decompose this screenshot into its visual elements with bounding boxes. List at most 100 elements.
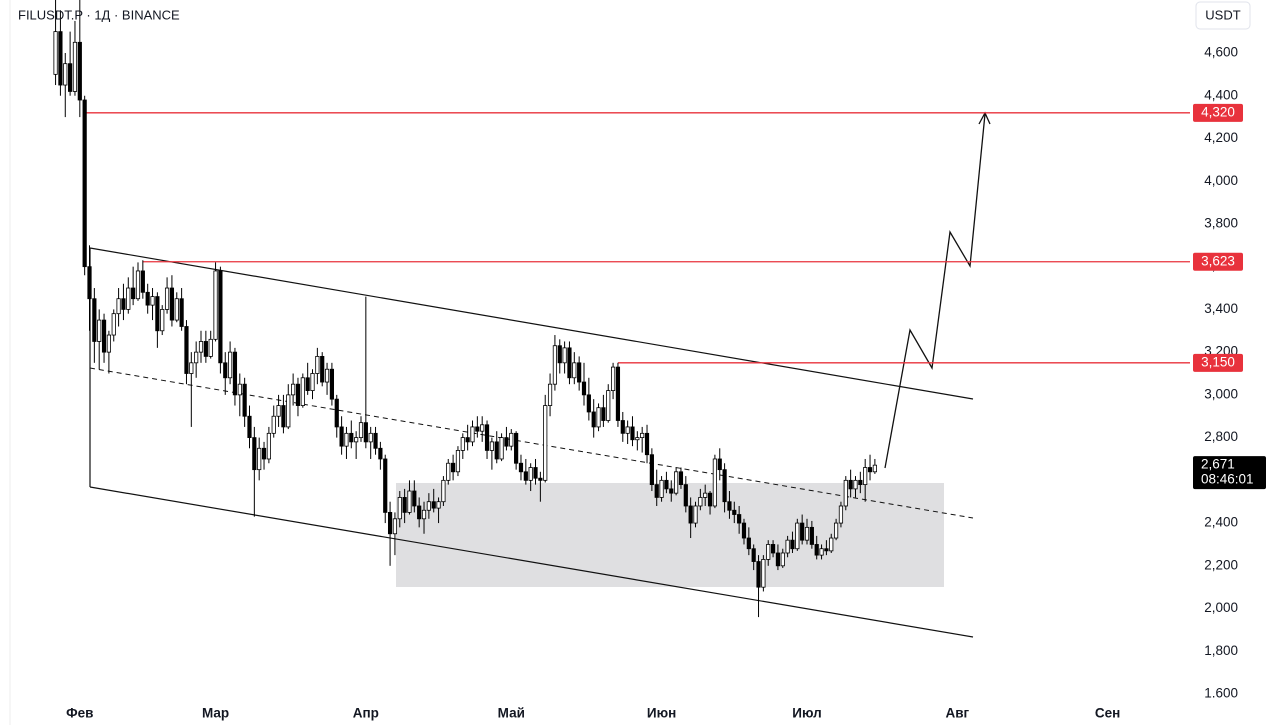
candle-body bbox=[286, 394, 291, 428]
candle-body bbox=[751, 548, 756, 562]
candle-body bbox=[315, 356, 320, 374]
y-tick-label: 3,000 bbox=[1204, 386, 1238, 401]
candle-body bbox=[746, 537, 751, 550]
candle-body bbox=[557, 345, 562, 364]
candle-body bbox=[397, 497, 402, 520]
candle-body bbox=[378, 447, 383, 460]
candle-body bbox=[198, 341, 204, 353]
candle-body bbox=[518, 462, 524, 473]
candle-body bbox=[867, 467, 873, 473]
candle-body bbox=[533, 467, 538, 479]
candle-body bbox=[402, 497, 407, 513]
candle-body bbox=[194, 351, 199, 364]
candle-body bbox=[126, 287, 131, 310]
candle-body bbox=[712, 458, 717, 507]
candle-body bbox=[484, 424, 490, 451]
candle-body bbox=[140, 270, 145, 293]
candle-body bbox=[824, 548, 829, 552]
x-tick-label: Сен bbox=[1095, 706, 1120, 721]
candle-body bbox=[58, 31, 63, 86]
candle-body bbox=[674, 471, 679, 494]
candle-body bbox=[368, 432, 373, 443]
candle-body bbox=[809, 526, 814, 545]
candle-body bbox=[97, 319, 102, 342]
candle-body bbox=[266, 432, 271, 460]
candle-body bbox=[164, 287, 170, 310]
candle-body bbox=[480, 424, 485, 432]
price-badge-label: 3,150 bbox=[1201, 354, 1235, 369]
candle-body bbox=[722, 469, 727, 503]
candle-body bbox=[179, 298, 184, 327]
x-tick-label: Май bbox=[498, 706, 525, 721]
candle-body bbox=[101, 319, 107, 353]
candle-body bbox=[834, 522, 839, 539]
currency-button[interactable] bbox=[1195, 1, 1251, 30]
candle-body bbox=[135, 270, 141, 300]
candle-body bbox=[363, 422, 368, 443]
candle-body bbox=[848, 479, 853, 490]
drawings bbox=[89, 111, 991, 638]
candle-body bbox=[586, 394, 591, 413]
candle-body bbox=[305, 377, 310, 391]
candle-body bbox=[470, 426, 475, 443]
candle-body bbox=[349, 432, 354, 443]
y-tick-label: 2,200 bbox=[1204, 557, 1238, 572]
candle-body bbox=[504, 437, 509, 447]
candle-body bbox=[291, 383, 296, 396]
candle-body bbox=[606, 390, 611, 421]
y-tick-label: 1,800 bbox=[1204, 643, 1238, 658]
candle-body bbox=[514, 432, 519, 464]
candle-body bbox=[441, 479, 446, 503]
candle-body bbox=[693, 505, 698, 524]
candle-body bbox=[489, 441, 494, 451]
candle-body bbox=[358, 422, 364, 439]
candle-body bbox=[155, 296, 160, 332]
candle-body bbox=[698, 497, 703, 507]
candle-body bbox=[446, 462, 451, 481]
candle-body bbox=[543, 405, 548, 481]
candle-body bbox=[741, 522, 747, 539]
candle-body bbox=[228, 351, 233, 379]
price-badge bbox=[1193, 103, 1243, 122]
candle-body bbox=[174, 298, 179, 321]
candle-body bbox=[737, 514, 742, 524]
countdown: 08:46:01 bbox=[1201, 472, 1254, 487]
x-tick-label: Июл bbox=[792, 706, 821, 721]
candle-body bbox=[271, 415, 276, 434]
candle-body bbox=[475, 426, 480, 432]
candle-body bbox=[872, 464, 877, 473]
candle-body bbox=[223, 362, 228, 379]
y-tick-label: 4,200 bbox=[1204, 130, 1238, 145]
candle-body bbox=[717, 458, 722, 471]
candle-body bbox=[843, 479, 848, 507]
currency-label[interactable]: USDT bbox=[1205, 7, 1240, 22]
candle-body bbox=[310, 373, 315, 391]
candle-body bbox=[373, 432, 378, 449]
candle-body bbox=[494, 441, 499, 460]
candle-body bbox=[169, 287, 175, 321]
candle-body bbox=[72, 41, 78, 92]
chart-title: FILUSDT.P · 1Д · BINANCE bbox=[18, 7, 180, 22]
candle-body bbox=[455, 450, 461, 473]
candle-body bbox=[732, 509, 737, 515]
forecast-path bbox=[884, 113, 986, 469]
candle-body bbox=[320, 356, 325, 383]
candle-body bbox=[116, 298, 121, 315]
candle-body bbox=[858, 479, 863, 486]
candle-body bbox=[252, 437, 257, 471]
candle-body bbox=[785, 539, 790, 554]
y-tick-label: 2,800 bbox=[1204, 429, 1238, 444]
candle-body bbox=[324, 368, 330, 383]
candle-body bbox=[683, 484, 688, 507]
channel-top bbox=[89, 247, 974, 400]
candle-body bbox=[257, 447, 262, 471]
candle-body bbox=[601, 407, 606, 421]
candle-body bbox=[838, 505, 844, 524]
levels bbox=[84, 112, 1190, 364]
candle-body bbox=[770, 544, 776, 554]
candle-body bbox=[145, 291, 150, 306]
candle-body bbox=[669, 488, 674, 494]
candle-body bbox=[509, 432, 514, 447]
candle-body bbox=[92, 298, 97, 342]
candle-body bbox=[426, 501, 431, 511]
